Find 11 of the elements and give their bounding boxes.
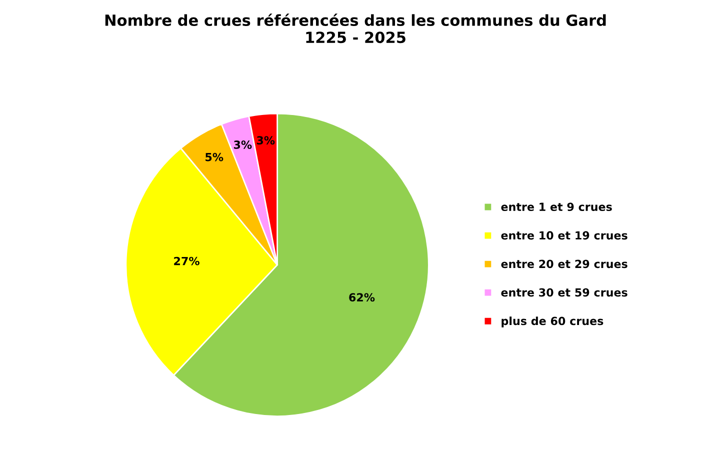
data-label: 3% xyxy=(234,140,252,149)
legend-label: entre 30 et 59 crues xyxy=(501,288,628,297)
chart-title: Nombre de crues référencées dans les communes du Gard 1225 - 2025 xyxy=(105,14,606,44)
legend-label: entre 20 et 29 crues xyxy=(501,260,628,268)
legend-label: entre 1 et 9 crues xyxy=(501,202,612,212)
data-label: 3% xyxy=(256,136,275,145)
legend-label: entre 10 et 19 crues xyxy=(501,231,628,240)
legend-label: plus de 60 crues xyxy=(502,316,604,328)
data-label: 62% xyxy=(349,293,375,302)
data-label: 27% xyxy=(174,256,200,266)
data-label: 5% xyxy=(206,152,224,162)
